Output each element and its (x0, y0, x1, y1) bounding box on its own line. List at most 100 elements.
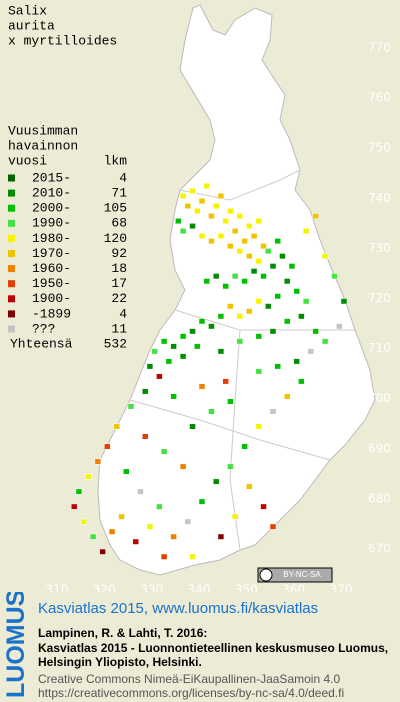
y-tick-label: 740 (368, 191, 391, 205)
record-square (302, 298, 310, 305)
record-square (179, 463, 187, 470)
record-square (113, 423, 121, 430)
record-square (255, 218, 263, 225)
record-square (340, 298, 348, 305)
record-square (255, 333, 263, 340)
y-tick-label: 720 (368, 291, 391, 305)
record-square (104, 443, 111, 450)
record-square (208, 323, 215, 330)
record-square (241, 443, 248, 450)
record-square (255, 368, 263, 375)
record-square (198, 318, 206, 325)
record-square (283, 278, 291, 285)
record-square (146, 363, 154, 370)
x-tick-label: 320 (93, 583, 116, 593)
record-square (283, 318, 291, 325)
record-square (246, 253, 253, 260)
record-square (302, 228, 310, 235)
y-tick-label: 770 (368, 41, 391, 55)
legend-count: 4 (119, 170, 127, 185)
record-square (75, 488, 83, 495)
legend-count: 22 (111, 291, 127, 306)
record-square (236, 248, 244, 255)
legend-label: 2010- (32, 186, 71, 201)
legend-swatch (8, 310, 15, 318)
legend-swatch (8, 250, 15, 257)
y-tick-label: 670 (368, 542, 391, 556)
record-square (236, 338, 244, 345)
record-square (274, 238, 281, 245)
legend-label: 2000- (32, 201, 71, 216)
record-square (179, 228, 187, 235)
record-square (141, 388, 149, 395)
record-square (293, 288, 300, 295)
legend-label: 1980- (32, 231, 71, 246)
map: BY-NC-SA 310 320 330 340 350 360 370 670 680 690 7… (8, 3, 391, 593)
legend-label: 1950- (32, 276, 71, 291)
record-square (160, 338, 168, 345)
record-square (198, 233, 206, 240)
record-square (236, 313, 244, 320)
record-square (184, 518, 192, 525)
legend-count: 17 (111, 276, 127, 291)
record-square (212, 478, 220, 485)
record-square (269, 523, 277, 530)
record-square (246, 483, 253, 490)
record-square (170, 533, 177, 540)
record-square (212, 273, 220, 280)
record-square (307, 348, 315, 355)
record-square (288, 263, 296, 270)
license: Creative Commons Nimeä-EiKaupallinen-Jaa… (38, 672, 341, 686)
record-square (203, 183, 210, 190)
record-square (227, 463, 234, 470)
record-square (99, 548, 106, 555)
record-square (250, 268, 258, 275)
record-square (298, 313, 305, 320)
record-square (108, 528, 116, 535)
citation: Kasviatlas 2015 - Luonnontieteellinen ke… (38, 641, 389, 655)
legend-swatch (8, 204, 15, 212)
legend-header: vuosi (8, 153, 47, 168)
y-tick-label: 700 (368, 391, 391, 405)
record-square (189, 223, 196, 230)
record-square (160, 448, 168, 455)
logo-text: LUOMUS (2, 592, 30, 698)
record-square (127, 403, 135, 410)
legend-label: 1990- (32, 216, 71, 231)
record-square (156, 373, 163, 380)
record-square (217, 348, 225, 355)
land (97, 4, 376, 576)
record-square (222, 218, 229, 225)
total: 532 (104, 337, 127, 352)
record-square (265, 248, 272, 255)
record-square (123, 468, 130, 475)
y-tick-label: 760 (368, 91, 391, 105)
record-square (175, 218, 182, 225)
title: x myrtilloides (8, 33, 117, 48)
x-tick-label: 310 (46, 583, 69, 593)
record-square (227, 303, 234, 310)
record-square (255, 423, 263, 430)
record-square (227, 208, 234, 215)
x-tick-label: 340 (188, 583, 211, 593)
region-line (179, 169, 301, 201)
legend-count: 68 (111, 216, 127, 231)
record-square (274, 293, 281, 300)
record-square (80, 518, 87, 525)
citation: Lampinen, R. & Lahti, T. 2016: (38, 626, 208, 640)
record-square (227, 243, 234, 250)
legend-header: havainnon (8, 138, 78, 153)
record-square (269, 263, 277, 270)
record-square (217, 233, 225, 240)
record-square (236, 213, 244, 220)
record-square (141, 433, 149, 440)
legend-count: 105 (104, 201, 127, 216)
license: https://creativecommons.org/licenses/by-… (38, 686, 345, 700)
record-square (265, 303, 272, 310)
record-square (189, 553, 196, 560)
record-square (151, 348, 158, 355)
y-tick-label: 690 (368, 441, 391, 455)
record-square (208, 213, 215, 220)
record-square (231, 273, 239, 280)
record-square (312, 213, 319, 220)
